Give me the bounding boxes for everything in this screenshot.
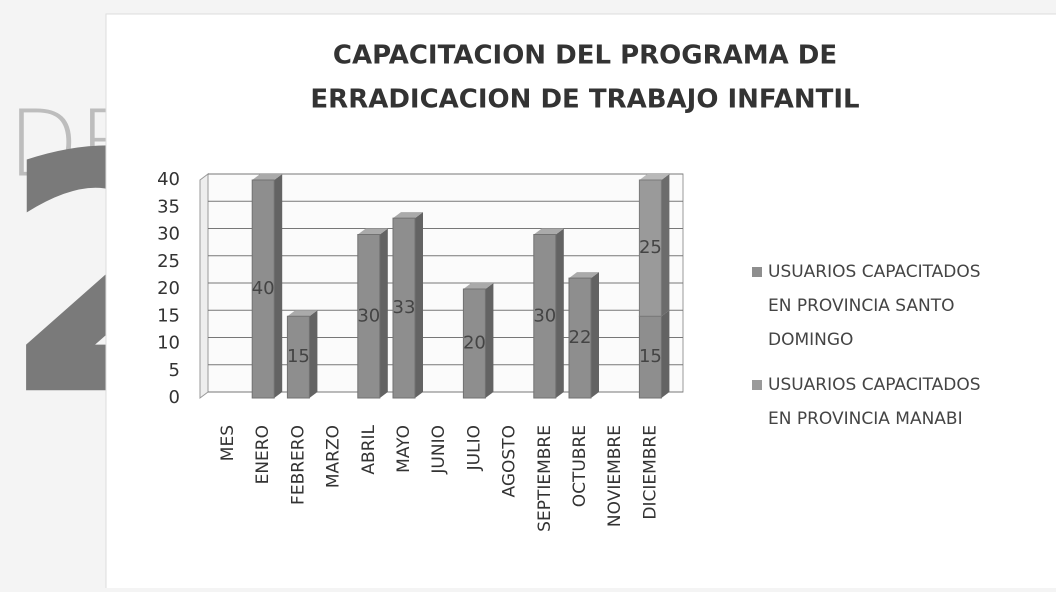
- x-tick-label: NOVIEMBRE: [605, 425, 625, 527]
- x-tick-label: JULIO: [464, 425, 484, 471]
- bar-top: [287, 310, 318, 317]
- bar-side: [661, 174, 670, 317]
- bar-side: [415, 212, 423, 398]
- bar: [251, 179, 275, 399]
- bar-side: [485, 283, 494, 398]
- x-tick-label: ENERO: [253, 425, 273, 484]
- x-tick-label: MARZO: [324, 425, 344, 488]
- data-label: 25: [639, 237, 662, 258]
- y-tick-label: 5: [169, 360, 180, 381]
- x-tick-label: SEPTIEMBRE: [535, 425, 555, 532]
- legend-label: USUARIOS CAPACITADOS EN PROVINCIA SANTO DO…: [768, 262, 981, 350]
- y-tick-label: 0: [169, 387, 180, 408]
- x-tick-label: ABRIL: [359, 424, 379, 474]
- bar-top: [533, 228, 564, 235]
- bar: [533, 234, 557, 399]
- bar-top: [252, 174, 283, 180]
- x-tick-label: MAYO: [394, 425, 414, 473]
- bar-top: [357, 228, 388, 235]
- data-label: 30: [533, 305, 556, 326]
- bar-top: [393, 212, 423, 219]
- y-tick-label: 35: [157, 196, 180, 217]
- bar-top: [639, 174, 670, 180]
- chart-title: CAPACITACION DEL PROGRAMA DE: [333, 41, 837, 71]
- bar: [568, 277, 592, 399]
- x-tick-label: MES: [218, 425, 238, 461]
- y-tick-label: 15: [157, 305, 180, 326]
- data-label: 33: [393, 297, 416, 318]
- y-tick-label: 20: [157, 278, 180, 299]
- bar: [286, 315, 310, 399]
- x-tick-label: AGOSTO: [500, 425, 520, 497]
- x-tick-label: OCTUBRE: [570, 425, 590, 507]
- bar-side: [309, 310, 318, 398]
- legend-label: USUARIOS CAPACITADOS EN PROVINCIA MANABI: [768, 375, 981, 429]
- x-tick-label: JUNIO: [429, 425, 449, 475]
- y-tick-label: 10: [157, 333, 180, 354]
- bar-top: [463, 283, 494, 289]
- x-tick-label: FEBRERO: [288, 425, 308, 505]
- bar-side: [661, 310, 670, 398]
- y-tick-label: 30: [157, 224, 180, 245]
- data-label: 30: [357, 305, 380, 326]
- bar-side: [379, 228, 388, 398]
- y-tick-label: 40: [157, 169, 180, 190]
- bar: [462, 288, 486, 399]
- bar: [392, 217, 416, 399]
- bar-side: [274, 174, 283, 398]
- data-label: 40: [252, 278, 275, 299]
- chart-title: ERRADICACION DE TRABAJO INFANTIL: [310, 85, 859, 115]
- bar-side: [591, 272, 599, 398]
- bar-side: [555, 228, 564, 398]
- y-tick-label: 25: [157, 251, 180, 272]
- plot: 0 5 10 15 20 25 30 35 40 MES ENERO 40 FEBRERO 15 MARZO…: [157, 169, 683, 532]
- data-label: 20: [463, 333, 486, 354]
- data-label: 15: [287, 346, 310, 367]
- x-tick-label: DICIEMBRE: [640, 425, 660, 520]
- bar: [638, 179, 662, 317]
- bar: [357, 234, 381, 399]
- data-label: 15: [639, 346, 662, 367]
- legend-swatch: [752, 267, 762, 277]
- bar-top: [569, 272, 599, 279]
- side-wall: [199, 173, 209, 399]
- legend-swatch: [752, 380, 762, 390]
- data-label: 22: [569, 327, 592, 348]
